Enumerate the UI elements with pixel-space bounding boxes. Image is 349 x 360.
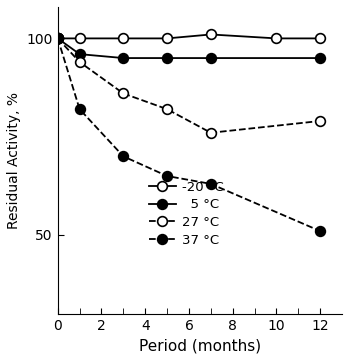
-20 °C <box>165 36 169 41</box>
  5 °C <box>209 56 213 60</box>
27 °C <box>318 119 322 123</box>
  5 °C <box>318 56 322 60</box>
-20 °C <box>318 36 322 41</box>
  5 °C <box>77 52 82 56</box>
37 °C <box>165 174 169 178</box>
37 °C <box>55 36 60 41</box>
37 °C <box>77 107 82 111</box>
  5 °C <box>165 56 169 60</box>
-20 °C <box>55 36 60 41</box>
37 °C <box>209 182 213 186</box>
-20 °C <box>274 36 279 41</box>
27 °C <box>165 107 169 111</box>
Line: -20 °C: -20 °C <box>53 30 325 43</box>
37 °C <box>318 229 322 233</box>
Legend: -20 °C,   5 °C, 27 °C, 37 °C: -20 °C, 5 °C, 27 °C, 37 °C <box>144 175 229 252</box>
Line: 37 °C: 37 °C <box>53 33 325 236</box>
27 °C <box>209 131 213 135</box>
-20 °C <box>77 36 82 41</box>
Y-axis label: Residual Activity, %: Residual Activity, % <box>7 92 21 229</box>
  5 °C <box>55 36 60 41</box>
Line: 27 °C: 27 °C <box>53 33 325 138</box>
-20 °C <box>121 36 125 41</box>
Line:   5 °C: 5 °C <box>53 33 325 63</box>
37 °C <box>121 154 125 158</box>
X-axis label: Period (months): Period (months) <box>139 338 261 353</box>
27 °C <box>77 60 82 64</box>
-20 °C <box>209 32 213 37</box>
  5 °C <box>121 56 125 60</box>
27 °C <box>55 36 60 41</box>
27 °C <box>121 91 125 96</box>
